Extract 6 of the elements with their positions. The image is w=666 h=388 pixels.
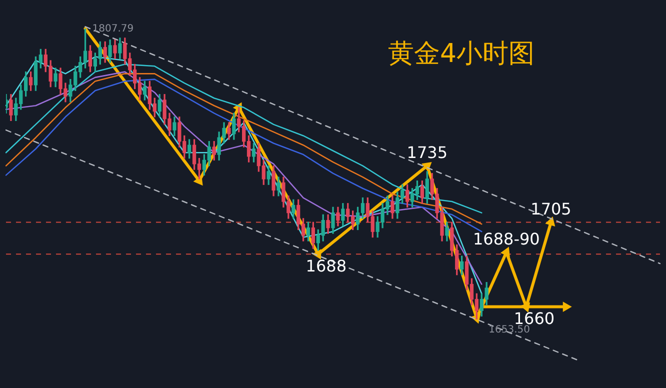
annotation: 1688-90 — [472, 229, 540, 248]
annotation: 1807.79 — [92, 24, 134, 35]
annotation: 1735 — [406, 142, 448, 162]
annotation: 1705 — [530, 199, 572, 218]
annotation: 1688 — [306, 256, 346, 276]
chart-title: 黄金4小时图 — [388, 38, 535, 71]
